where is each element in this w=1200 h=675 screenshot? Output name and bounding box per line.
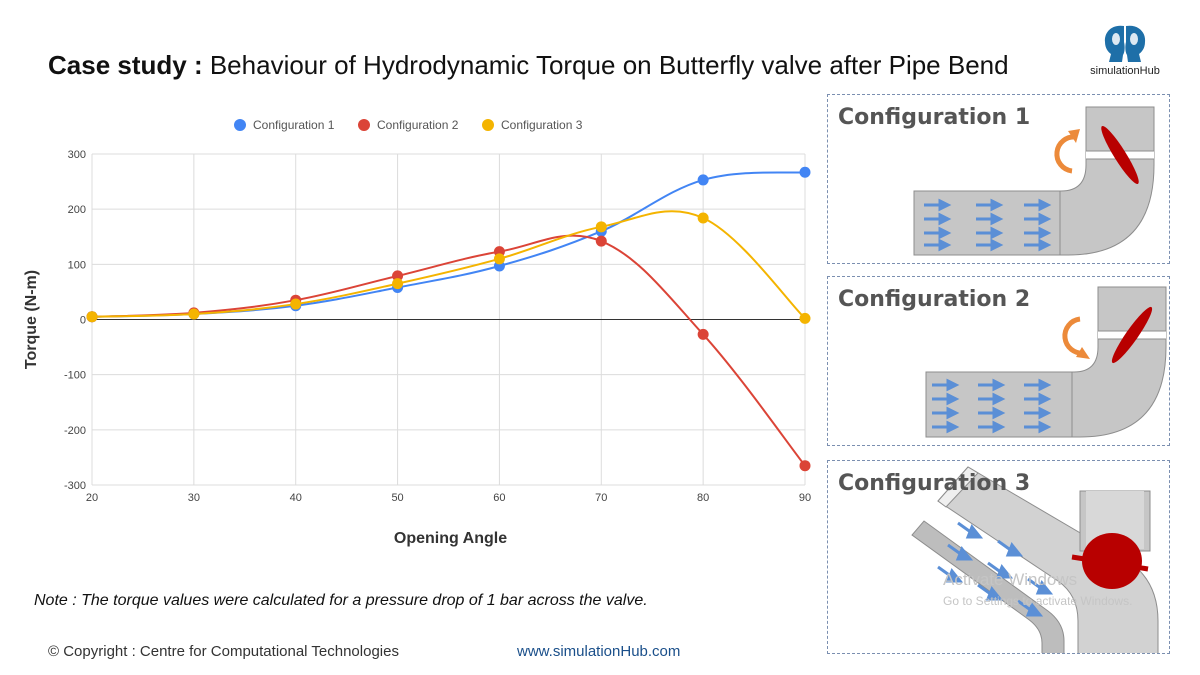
y-tick-label: -200 xyxy=(64,425,86,437)
y-tick-label: -300 xyxy=(64,480,86,492)
configuration-2-title: Configuration 2 xyxy=(838,287,1031,312)
torque-chart-svg: 20 30 40 50 60 70 80 90 300 200 100 0 -100 -200 -300 Op… xyxy=(23,118,811,547)
twin-head-logo-icon xyxy=(1104,25,1146,63)
data-point-series-3 xyxy=(290,298,302,310)
copyright-text: © Copyright : Centre for Computational T… xyxy=(48,643,399,660)
data-point-series-1 xyxy=(799,166,811,178)
data-point-series-2 xyxy=(799,460,811,472)
pipe-bend-valve-3d-icon xyxy=(911,466,1159,653)
data-point-series-2 xyxy=(697,328,709,340)
y-tick-label: 200 xyxy=(68,204,86,216)
data-point-series-3 xyxy=(392,278,404,290)
configuration-3-panel: Configuration 3 xyxy=(827,460,1170,654)
title-text: Behaviour of Hydrodynamic Torque on Butt… xyxy=(209,50,1009,80)
series-line-2 xyxy=(91,234,806,467)
brand-logo: simulationHub xyxy=(1085,22,1165,84)
data-point-series-1 xyxy=(697,174,709,186)
x-tick-label: 80 xyxy=(697,492,709,504)
data-point-series-3 xyxy=(697,212,709,224)
data-point-series-3 xyxy=(799,312,811,324)
data-point-series-2 xyxy=(595,235,607,247)
configuration-1-panel: Configuration 1 xyxy=(827,94,1170,264)
calculation-note: Note : The torque values were calculated… xyxy=(34,592,648,609)
title-prefix: Case study : xyxy=(48,50,203,80)
legend-marker-3 xyxy=(482,119,494,131)
pipe-bend-valve-diagram-icon xyxy=(913,106,1155,256)
logo-label: simulationHub xyxy=(1090,65,1160,77)
data-point-series-2 xyxy=(392,270,404,282)
legend-label-2: Configuration 2 xyxy=(377,118,459,132)
x-tick-label: 60 xyxy=(493,492,505,504)
legend-marker-1 xyxy=(234,119,246,131)
x-tick-label: 50 xyxy=(391,492,403,504)
website-link[interactable]: www.simulationHub.com xyxy=(517,643,681,660)
x-tick-label: 40 xyxy=(290,492,302,504)
legend-label-3: Configuration 3 xyxy=(501,118,583,132)
legend-marker-2 xyxy=(358,119,370,131)
y-tick-label: 100 xyxy=(68,259,86,271)
x-tick-label: 30 xyxy=(188,492,200,504)
pipe-bend-valve-diagram-icon xyxy=(925,286,1167,438)
series-line-1 xyxy=(91,171,806,318)
legend-label-1: Configuration 1 xyxy=(253,118,335,132)
data-point-series-3 xyxy=(493,253,505,265)
data-point-series-3 xyxy=(595,221,607,233)
y-axis-label: Torque (N-m) xyxy=(23,270,40,369)
x-tick-label: 20 xyxy=(86,492,98,504)
data-point-series-3 xyxy=(86,311,98,323)
x-tick-label: 90 xyxy=(799,492,811,504)
x-axis-label: Opening Angle xyxy=(394,530,507,547)
y-tick-label: -100 xyxy=(64,370,86,382)
configuration-3-title: Configuration 3 xyxy=(838,471,1031,496)
torque-chart: 20 30 40 50 60 70 80 90 300 200 100 0 -100 -200 -300 Op… xyxy=(0,100,820,560)
page-title: Case study : Behaviour of Hydrodynamic T… xyxy=(48,50,1009,81)
configuration-2-panel: Configuration 2 xyxy=(827,276,1170,446)
y-tick-label: 0 xyxy=(80,315,86,327)
y-tick-label: 300 xyxy=(68,149,86,161)
configuration-1-title: Configuration 1 xyxy=(838,105,1031,130)
data-point-series-3 xyxy=(188,308,200,320)
x-tick-label: 70 xyxy=(595,492,607,504)
